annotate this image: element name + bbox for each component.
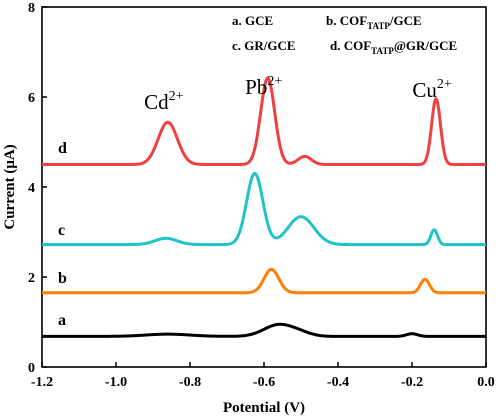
- x-axis-ticks: -1.2 -1.0 -0.8 -0.6 -0.4 -0.2 0.0: [31, 362, 495, 390]
- series-line-b: [41, 267, 487, 295]
- series-line-a: [41, 322, 487, 338]
- series-label-d: d: [58, 140, 67, 157]
- legend: a. GCE b. COFTATP/GCE c. GR/GCE d. COFTATP@…: [232, 13, 457, 56]
- legend-entry: b. COFTATP/GCE: [326, 13, 422, 31]
- legend-entry: c. GR/GCE: [232, 38, 296, 53]
- y-tick-label: 0: [28, 361, 35, 376]
- series-line-d: [41, 76, 487, 166]
- plot-frame: [41, 6, 487, 368]
- y-axis-ticks: 0 2 4 6 8: [28, 1, 47, 376]
- x-tick-label: -0.2: [401, 375, 423, 390]
- series-line-c: [41, 171, 487, 247]
- series-labels: a b c d: [58, 140, 67, 329]
- series-label-a: a: [58, 312, 66, 329]
- x-tick-label: -0.6: [253, 375, 275, 390]
- y-tick-label: 4: [28, 181, 35, 196]
- x-axis-label: Potential (V): [223, 400, 305, 416]
- legend-entry: d. COFTATP@GR/GCE: [330, 38, 457, 56]
- peak-label-cd: Cd2+: [144, 89, 184, 114]
- peak-label-pb: Pb2+: [245, 74, 282, 99]
- x-tick-label: 0.0: [477, 375, 495, 390]
- x-tick-label: -1.0: [105, 375, 127, 390]
- y-tick-label: 6: [28, 91, 35, 106]
- series-label-b: b: [58, 270, 67, 287]
- y-axis-label: Current (μA): [2, 144, 18, 229]
- y-tick-label: 2: [28, 271, 35, 286]
- series-label-c: c: [58, 222, 65, 239]
- legend-entry: a. GCE: [232, 13, 273, 28]
- x-tick-label: -0.4: [327, 375, 349, 390]
- peak-label-cu: Cu2+: [412, 77, 452, 102]
- x-tick-label: -1.2: [31, 375, 53, 390]
- x-tick-label: -0.8: [179, 375, 201, 390]
- y-tick-label: 8: [28, 1, 35, 16]
- series-curves: [41, 76, 487, 338]
- peak-labels: Cd2+ Pb2+ Cu2+: [144, 74, 452, 114]
